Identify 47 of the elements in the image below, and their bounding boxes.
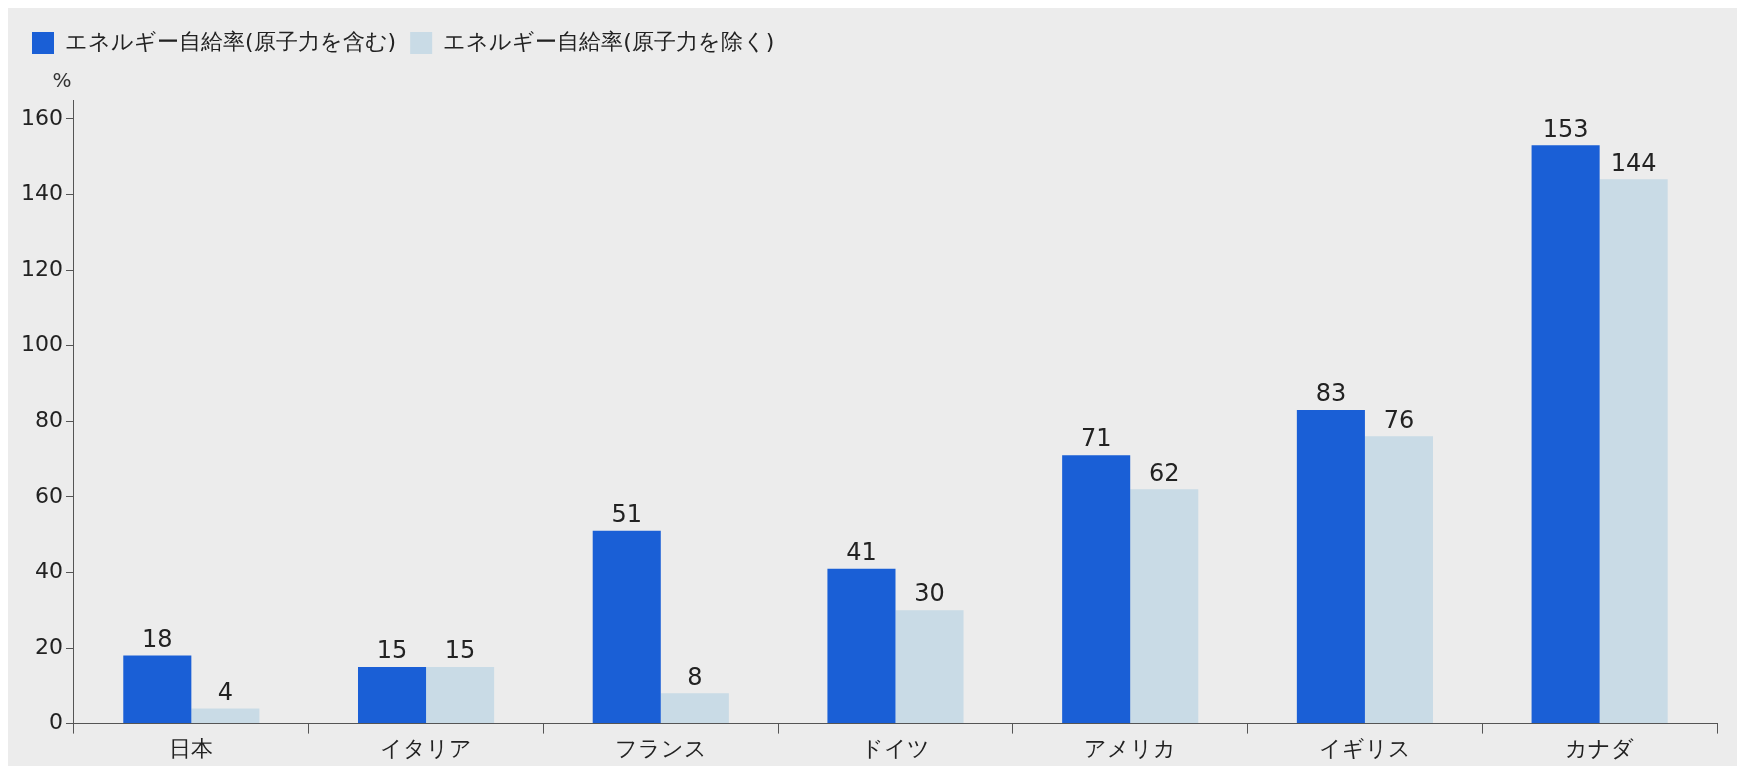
y-tick-label: 140 [20,180,63,206]
x-tick-label: イタリア [380,735,473,761]
y-tick-label: 20 [34,633,63,659]
y-tick-label: 60 [34,482,63,508]
y-axis-title: % [52,68,72,93]
data-label: 83 [1315,379,1347,408]
bar [895,610,964,724]
x-tick-label: フランス [614,735,707,761]
x-tick-label: アメリカ [1084,735,1177,761]
bar [1296,409,1365,724]
bar [1130,489,1199,724]
bar [660,693,729,724]
bar [191,708,260,724]
data-label: 30 [914,579,945,608]
legend-label: エネルギー自給率(原子力を含む) [65,28,397,54]
data-label: 76 [1383,405,1415,434]
bar [358,666,427,724]
data-label: 41 [846,537,877,566]
x-tick-label: イギリス [1318,735,1411,761]
data-label: 144 [1610,148,1657,177]
y-tick-label: 100 [20,331,63,357]
x-tick-label: ドイツ [861,735,930,761]
bar [592,530,661,724]
y-tick-label: 80 [34,406,63,432]
bar [1062,455,1131,724]
bar [1599,179,1668,724]
data-label: 62 [1148,458,1180,487]
y-tick-label: 160 [20,104,63,130]
data-label: 15 [444,636,476,665]
bar [1531,145,1600,724]
data-label: 51 [611,500,643,529]
legend-label: エネルギー自給率(原子力を除く) [443,28,775,54]
bar [1364,436,1433,724]
data-label: 15 [376,636,408,665]
x-tick-label: 日本 [169,735,214,761]
bar [123,655,192,724]
data-label: 153 [1542,114,1589,143]
bar [827,568,896,724]
y-tick-label: 0 [48,709,63,735]
y-tick-label: 40 [34,558,63,584]
y-tick-label: 120 [20,255,63,281]
data-label: 18 [142,624,173,653]
data-label: 8 [687,662,703,691]
data-label: 4 [217,677,234,706]
data-label: 71 [1080,424,1112,453]
x-tick-label: カナダ [1565,735,1635,761]
bar [426,666,495,724]
